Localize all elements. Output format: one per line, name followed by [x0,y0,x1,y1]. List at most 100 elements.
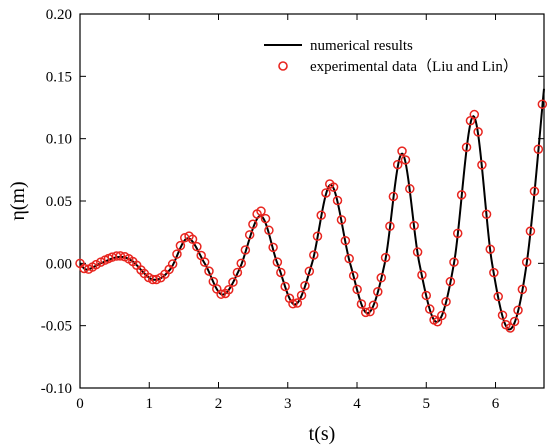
legend-label-experimental: experimental data（Liu and Lin） [310,58,518,75]
experimental-point-71 [360,307,371,318]
experimental-point-80 [397,146,407,156]
x-axis-label: t(s) [309,423,336,445]
experimental-point-56 [300,280,310,291]
experimental-point-28 [187,234,198,245]
experimental-point-31 [199,257,210,267]
experimental-point-58 [309,250,319,260]
experimental-point-91 [441,296,451,307]
experimental-point-99 [473,127,483,137]
experimental-point-19 [151,274,162,285]
experimental-point-90 [437,310,447,321]
experimental-point-63 [328,182,339,192]
experimental-point-75 [376,273,386,283]
experimental-point-68 [348,270,359,281]
experimental-point-100 [477,160,487,170]
y-tick-label: 0.00 [46,256,72,272]
y-tick-label: 0.15 [46,69,72,85]
experimental-point-49 [272,257,283,267]
experimental-point-57 [304,266,315,276]
experimental-point-81 [400,155,411,165]
experimental-point-42 [244,230,255,240]
experimental-point-76 [380,252,391,263]
experimental-point-38 [228,277,238,287]
x-tick-label: 6 [492,396,500,412]
experimental-point-24 [172,249,182,259]
experimental-point-107 [505,323,515,333]
experimental-point-101 [481,209,492,220]
experimental-point-92 [445,276,456,287]
experimental-point-87 [424,304,435,314]
experimental-point-113 [529,186,540,196]
experimental-point-47 [264,225,274,236]
x-tick-label: 4 [353,396,361,412]
x-tick-label: 1 [146,396,154,412]
legend-marker-swatch [278,61,288,71]
experimental-point-4 [91,259,101,270]
experimental-point-35 [216,289,226,299]
experimental-point-89 [432,316,443,327]
y-tick-label: -0.05 [41,319,72,335]
y-tick-label: 0.20 [46,7,72,23]
experimental-point-115 [537,99,548,109]
experimental-point-96 [461,142,472,152]
experimental-point-102 [485,244,495,254]
experimental-point-32 [204,266,214,276]
x-tick-label: 2 [215,396,223,412]
y-axis-label: η(m) [7,181,29,220]
experimental-point-114 [533,144,544,154]
experimental-point-73 [368,300,379,310]
experimental-point-105 [497,310,508,320]
experimental-point-112 [525,226,536,236]
experimental-point-60 [316,210,326,221]
legend-label-numerical: numerical results [310,38,413,54]
experimental-point-85 [417,270,427,280]
experimental-point-108 [509,316,520,327]
experimental-point-59 [312,231,323,241]
experimental-point-111 [521,257,532,267]
y-tick-label: 0.05 [46,194,72,210]
experimental-point-82 [405,184,415,194]
experimental-point-109 [513,305,523,315]
experimental-point-46 [260,213,271,224]
experimental-point-64 [332,195,343,206]
experimental-point-66 [340,235,351,246]
experimental-point-50 [276,267,286,278]
experimental-point-86 [421,290,432,301]
experimental-point-61 [321,188,331,198]
experimental-point-95 [456,190,467,200]
experimental-point-103 [489,267,499,278]
experimental-point-98 [469,109,480,120]
experimental-point-29 [192,241,202,252]
experimental-point-77 [385,221,395,231]
experimental-point-48 [268,242,278,253]
experimental-point-93 [449,257,459,267]
y-tick-label: 0.10 [46,132,72,148]
numerical-results-line [79,88,545,331]
experimental-point-94 [452,228,463,239]
experimental-point-43 [248,219,258,230]
experimental-point-41 [240,245,251,255]
experimental-point-25 [175,240,186,251]
experimental-point-55 [296,290,307,301]
experimental-point-51 [280,281,290,292]
experimental-point-67 [344,253,354,264]
experimental-point-39 [232,267,243,278]
experimental-point-110 [517,284,528,295]
experimental-point-53 [288,298,298,309]
experimental-point-45 [256,206,266,216]
experimental-point-33 [208,276,219,287]
experimental-point-79 [392,159,403,170]
experimental-point-70 [356,299,367,309]
legend: numerical results experimental data（Liu … [264,38,518,75]
experimental-point-69 [352,284,362,295]
experimental-point-40 [236,258,246,269]
x-tick-label: 0 [76,396,84,412]
experimental-point-104 [493,291,503,302]
experimental-point-54 [292,298,303,308]
x-tick-label: 5 [423,396,431,412]
experimental-point-83 [409,220,419,231]
experimental-point-84 [412,247,423,257]
experimental-point-23 [167,259,178,269]
x-tick-label: 3 [284,396,292,412]
